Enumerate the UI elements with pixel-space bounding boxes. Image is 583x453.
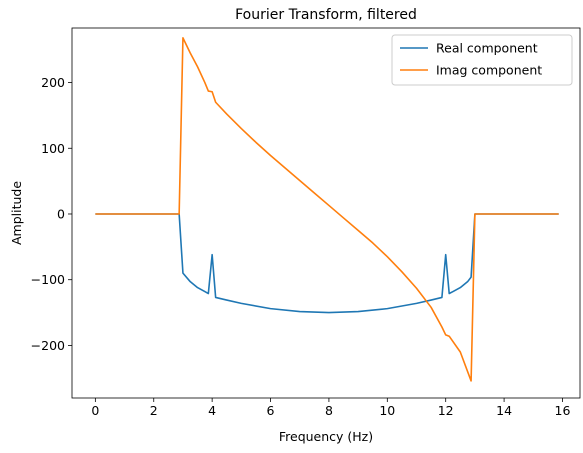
legend-box bbox=[391, 34, 573, 86]
y-tick-label-4: 200 bbox=[41, 75, 65, 90]
y-axis-label: Amplitude bbox=[9, 181, 24, 245]
legend-label-0: Real component bbox=[436, 41, 538, 56]
legend: Real component Imag component bbox=[391, 34, 573, 86]
series-line-0 bbox=[95, 213, 559, 314]
x-tick-label-6: 12 bbox=[438, 403, 454, 418]
y-tick-label-0: −200 bbox=[31, 338, 65, 353]
plot-area bbox=[95, 37, 559, 382]
x-tick-label-8: 16 bbox=[555, 403, 571, 418]
series-line-1 bbox=[95, 37, 559, 382]
x-tick-label-0: 0 bbox=[91, 403, 99, 418]
legend-label-1: Imag component bbox=[436, 63, 542, 78]
y-tick-label-1: −100 bbox=[31, 272, 65, 287]
x-tick-label-3: 6 bbox=[267, 403, 275, 418]
x-tick-label-1: 2 bbox=[150, 403, 158, 418]
axis-ticks: 0 2 4 6 8 10 12 14 16 −200 −100 0 100 200 bbox=[31, 75, 571, 418]
x-tick-label-5: 10 bbox=[379, 403, 395, 418]
x-tick-label-4: 8 bbox=[325, 403, 333, 418]
axes-frame bbox=[71, 27, 581, 399]
x-tick-label-7: 14 bbox=[496, 403, 512, 418]
x-tick-label-2: 4 bbox=[208, 403, 216, 418]
y-tick-label-2: 0 bbox=[57, 206, 65, 221]
y-tick-label-3: 100 bbox=[41, 141, 65, 156]
chart-title: Fourier Transform, filtered bbox=[235, 7, 417, 23]
x-axis-label: Frequency (Hz) bbox=[279, 429, 373, 444]
